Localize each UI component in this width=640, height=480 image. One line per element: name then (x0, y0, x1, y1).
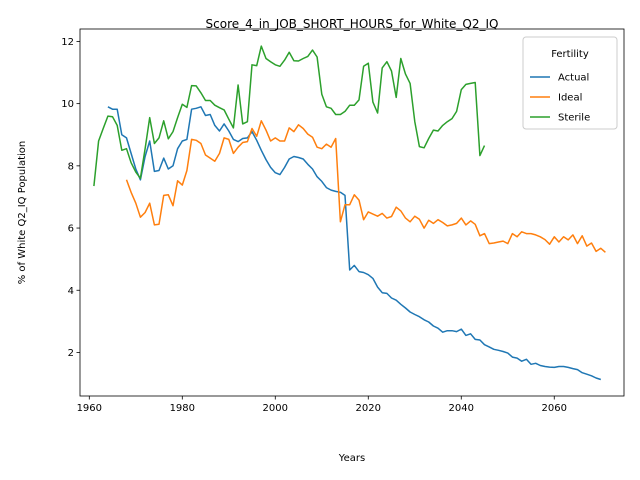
series-line-actual (107, 106, 602, 381)
y-axis-label: % of White Q2_IQ Population (17, 141, 28, 285)
legend-label-sterile: Sterile (558, 113, 590, 124)
x-tick-label: 2020 (356, 403, 381, 414)
y-tick-label: 8 (68, 161, 74, 172)
x-axis: 1960 1980 2000 2020 2040 2060 (77, 396, 567, 414)
legend-label-actual: Actual (558, 73, 589, 84)
plot-frame (79, 28, 625, 397)
y-tick-label: 6 (68, 224, 74, 235)
x-tick-label: 1980 (170, 403, 195, 414)
plot-lines (93, 45, 606, 381)
chart-title: Score_4_in_JOB_SHORT_HOURS_for_White_Q2_… (206, 17, 499, 31)
y-tick-label: 4 (68, 286, 74, 297)
series-line-sterile (93, 45, 486, 187)
y-tick-label: 2 (68, 348, 74, 359)
y-axis: 2 4 6 8 10 12 (61, 37, 80, 359)
legend-label-ideal: Ideal (558, 93, 582, 104)
legend-box (522, 36, 618, 130)
y-tick-label: 10 (61, 99, 74, 110)
x-tick-label: 2040 (449, 403, 474, 414)
x-tick-label: 2000 (263, 403, 288, 414)
x-tick-label: 2060 (542, 403, 567, 414)
x-tick-label: 1960 (77, 403, 102, 414)
y-tick-label: 12 (61, 37, 74, 48)
legend-entries: Actual Ideal Sterile (530, 73, 590, 124)
legend: Fertility Actual Ideal Sterile (522, 36, 618, 130)
legend-title: Fertility (551, 49, 589, 60)
x-axis-label: Years (338, 453, 365, 464)
series-line-ideal (125, 120, 606, 253)
